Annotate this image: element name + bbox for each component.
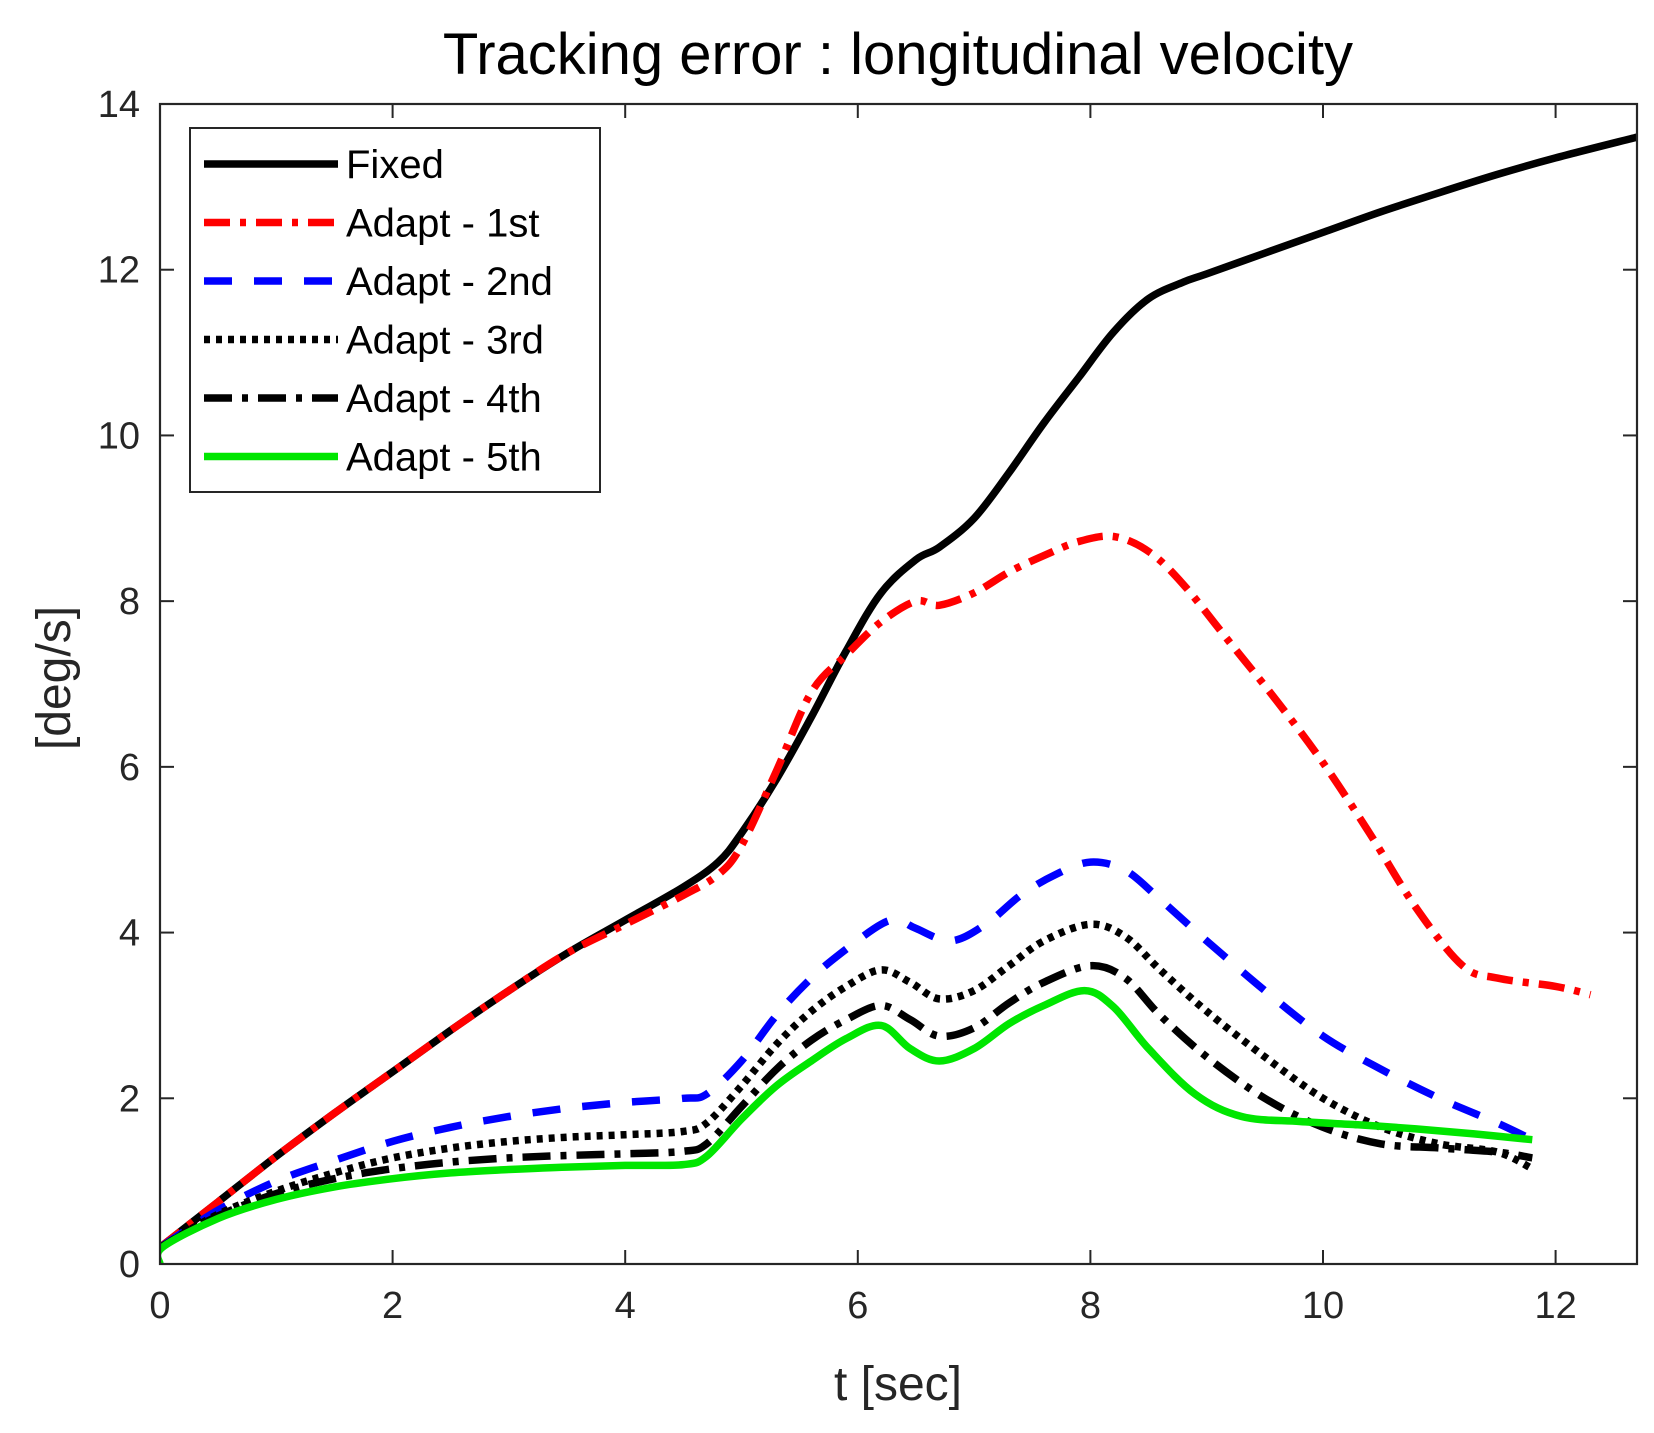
legend-label: Adapt - 4th	[346, 377, 542, 421]
x-tick-label: 4	[615, 1285, 636, 1327]
legend: Fixed Adapt - 1st Adapt - 2nd Adapt - 3rd Ad…	[189, 127, 601, 493]
x-tick-label: 12	[1534, 1285, 1576, 1327]
x-tick-label: 2	[382, 1285, 403, 1327]
y-tick-label: 2	[119, 1078, 140, 1120]
y-tick-label: 0	[119, 1244, 140, 1286]
series-line-adapt-2nd	[160, 858, 1534, 1251]
legend-box	[189, 127, 601, 493]
legend-label: Adapt - 1st	[346, 202, 539, 246]
series-line-fixed	[160, 133, 1637, 1251]
y-tick-label: 4	[119, 913, 140, 955]
y-tick-label: 10	[98, 415, 140, 457]
series-line-adapt-3rd	[160, 920, 1535, 1251]
x-axis-label: t [sec]	[834, 1358, 962, 1411]
y-tick-label: 6	[119, 747, 140, 789]
x-tick-label: 0	[149, 1285, 170, 1327]
axis-ticks: 0 2 4 6 8 10 12 0 2 4 6 8 10 12 14	[98, 84, 1637, 1327]
y-tick-label: 8	[119, 581, 140, 623]
legend-label: Adapt - 3rd	[346, 319, 544, 363]
y-tick-label: 12	[98, 250, 140, 292]
x-tick-label: 6	[847, 1285, 868, 1327]
y-tick-label: 14	[98, 84, 140, 126]
y-axis-label: [deg/s]	[28, 606, 81, 750]
axes-box	[158, 102, 1639, 1266]
x-tick-label: 10	[1302, 1285, 1344, 1327]
legend-label: Adapt - 5th	[346, 436, 542, 480]
plot-area	[160, 133, 1637, 1264]
legend-label: Adapt - 2nd	[346, 260, 553, 304]
x-tick-label: 8	[1080, 1285, 1101, 1327]
legend-label: Fixed	[346, 143, 444, 187]
chart-title: Tracking error : longitudinal velocity	[443, 22, 1353, 87]
series-line-adapt-4th	[160, 961, 1533, 1251]
series-line-adapt-1st	[160, 532, 1592, 1251]
series-line-adapt-5th	[160, 986, 1533, 1264]
